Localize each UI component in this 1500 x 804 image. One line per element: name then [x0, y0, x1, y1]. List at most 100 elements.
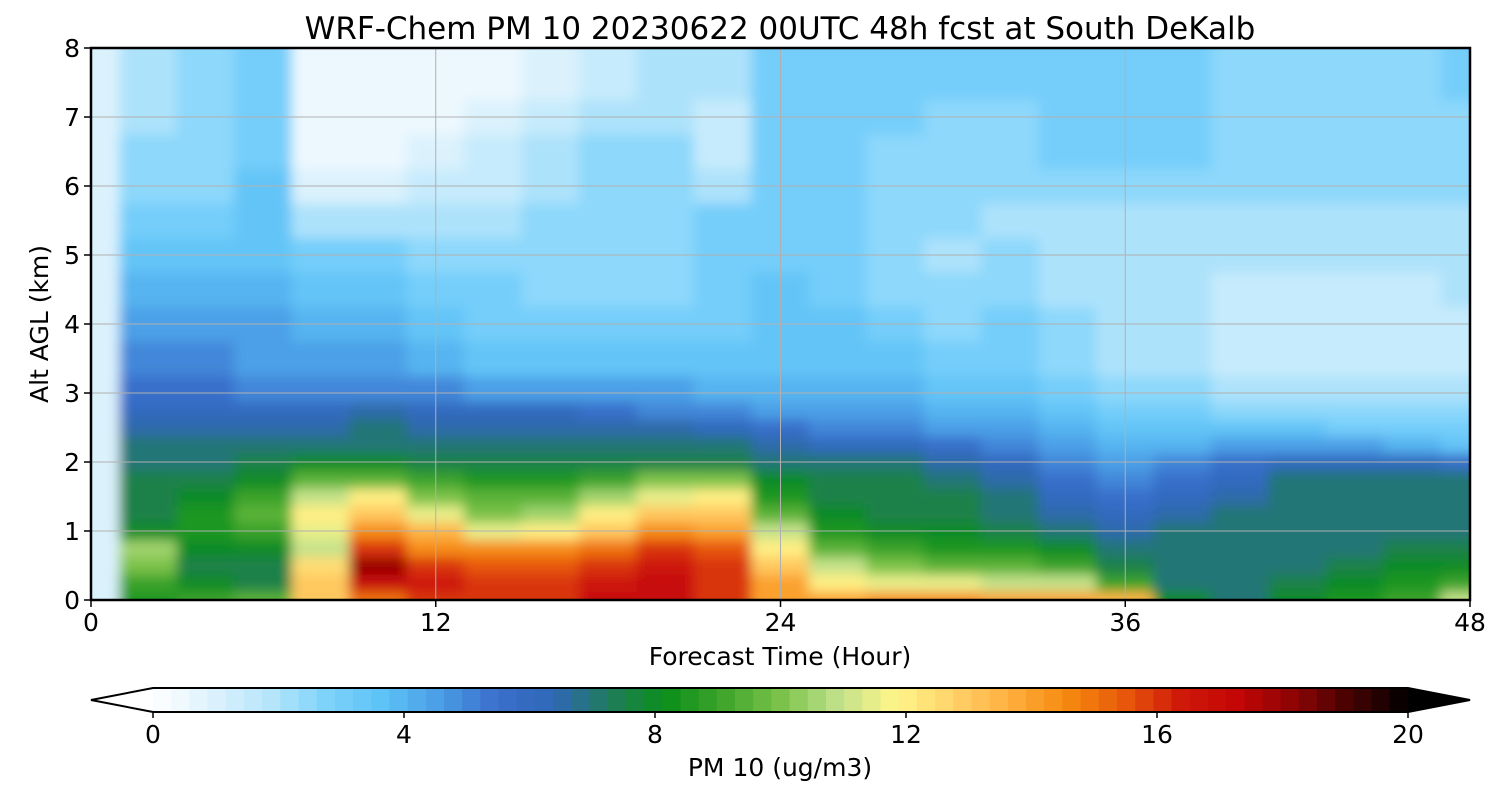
heatmap-cell: [1038, 573, 1098, 592]
heatmap-cell: [981, 573, 1040, 592]
heatmap-cell: [1325, 573, 1385, 592]
heatmap-cell: [1153, 487, 1212, 506]
heatmap-cells: [91, 48, 1470, 600]
heatmap-cell: [521, 539, 580, 558]
heatmap-cell: [1153, 573, 1212, 592]
heatmap-cell: [291, 556, 351, 575]
colorbar-label: PM 10 (ug/m3): [688, 753, 872, 782]
heatmap-cell: [923, 64, 983, 101]
heatmap-cell: [693, 435, 753, 454]
heatmap-cell: [981, 401, 1040, 420]
heatmap-cell: [1383, 375, 1442, 403]
colorbar-extend-high: [1408, 688, 1470, 712]
colorbar-swatch: [771, 688, 791, 712]
x-tick-label: 48: [1454, 608, 1486, 637]
heatmap-cell: [119, 64, 178, 101]
heatmap-cell: [176, 418, 236, 437]
x-tick-label: 24: [765, 608, 797, 637]
heatmap-cell: [808, 133, 868, 170]
heatmap-cell: [234, 133, 293, 170]
heatmap-cell: [234, 340, 293, 377]
y-tick-label: 0: [64, 586, 80, 615]
heatmap-cell: [176, 133, 236, 170]
colorbar-tick-label: 8: [647, 720, 663, 749]
heatmap-cell: [1440, 375, 1470, 403]
heatmap-cell: [1038, 202, 1098, 239]
colorbar-swatch: [698, 688, 718, 712]
heatmap-cell: [808, 340, 868, 377]
heatmap-cell: [1210, 133, 1270, 170]
heatmap-cell: [981, 470, 1040, 489]
colorbar-swatch: [1189, 688, 1209, 712]
heatmap-cell: [1440, 539, 1470, 558]
heatmap-cell: [291, 487, 351, 506]
x-axis-label: Forecast Time (Hour): [649, 642, 912, 671]
colorbar-swatch: [898, 688, 918, 712]
heatmap-cell: [578, 504, 638, 523]
heatmap-cell: [463, 401, 523, 420]
heatmap-cell: [578, 573, 638, 592]
heatmap-cell: [866, 375, 925, 403]
heatmap-cell: [1268, 487, 1327, 506]
heatmap-cell: [521, 435, 580, 454]
heatmap-cell: [1210, 504, 1270, 523]
heatmap-cell: [808, 539, 868, 558]
heatmap-cell: [1153, 590, 1212, 600]
heatmap-cell: [1440, 340, 1470, 377]
heatmap-cell: [981, 133, 1040, 170]
heatmap-cell: [176, 573, 236, 592]
y-axis-label: Alt AGL (km): [25, 245, 54, 403]
heatmap-cell: [578, 375, 638, 403]
heatmap-cell: [119, 133, 178, 170]
heatmap-cell: [463, 64, 523, 101]
heatmap-cell: [1268, 375, 1327, 403]
colorbar-swatch: [480, 688, 500, 712]
heatmap-cell: [636, 435, 695, 454]
heatmap-cell: [521, 573, 580, 592]
heatmap-cell: [693, 590, 753, 600]
colorbar-swatch: [1062, 688, 1082, 712]
colorbar-swatch: [1116, 688, 1136, 712]
heatmap-cell: [349, 48, 408, 66]
y-tick-label: 3: [64, 379, 80, 408]
heatmap-cell: [291, 539, 351, 558]
heatmap-cell: [693, 470, 753, 489]
colorbar: [90, 687, 1471, 713]
heatmap-cell: [981, 202, 1040, 239]
heatmap-cell: [119, 401, 178, 420]
heatmap-cell: [1153, 401, 1212, 420]
heatmap-cell: [808, 435, 868, 454]
heatmap-cell: [234, 470, 293, 489]
heatmap-cell: [349, 504, 408, 523]
heatmap-cell: [234, 418, 293, 437]
x-axis-ticks: 0 12 24 36 48: [83, 600, 1486, 637]
heatmap-cell: [349, 202, 408, 239]
heatmap-cell: [291, 435, 351, 454]
colorbar-tick-label: 12: [890, 720, 922, 749]
heatmap-cell: [578, 202, 638, 239]
heatmap-cell: [176, 590, 236, 600]
heatmap-cell: [578, 470, 638, 489]
y-tick-label: 4: [64, 310, 80, 339]
heatmap-cell: [923, 401, 983, 420]
heatmap-cell: [693, 271, 753, 308]
heatmap-cell: [349, 401, 408, 420]
colorbar-swatch: [1171, 688, 1191, 712]
heatmap-cell: [1038, 539, 1098, 558]
colorbar-swatch: [1153, 688, 1173, 712]
heatmap-cell: [176, 556, 236, 575]
heatmap-cell: [1210, 418, 1270, 437]
heatmap-cell: [1268, 418, 1327, 437]
heatmap-cell: [866, 470, 925, 489]
colorbar-swatch: [425, 688, 445, 712]
heatmap-cell: [1325, 504, 1385, 523]
heatmap-cell: [1383, 271, 1442, 308]
colorbar-tick-label: 16: [1141, 720, 1173, 749]
heatmap-cell: [1210, 202, 1270, 239]
heatmap-cell: [1210, 590, 1270, 600]
heatmap-cell: [1325, 487, 1385, 506]
heatmap-cell: [923, 470, 983, 489]
colorbar-swatch: [1098, 688, 1118, 712]
chart-title: WRF-Chem PM 10 20230622 00UTC 48h fcst a…: [305, 11, 1256, 47]
heatmap-cell: [176, 401, 236, 420]
